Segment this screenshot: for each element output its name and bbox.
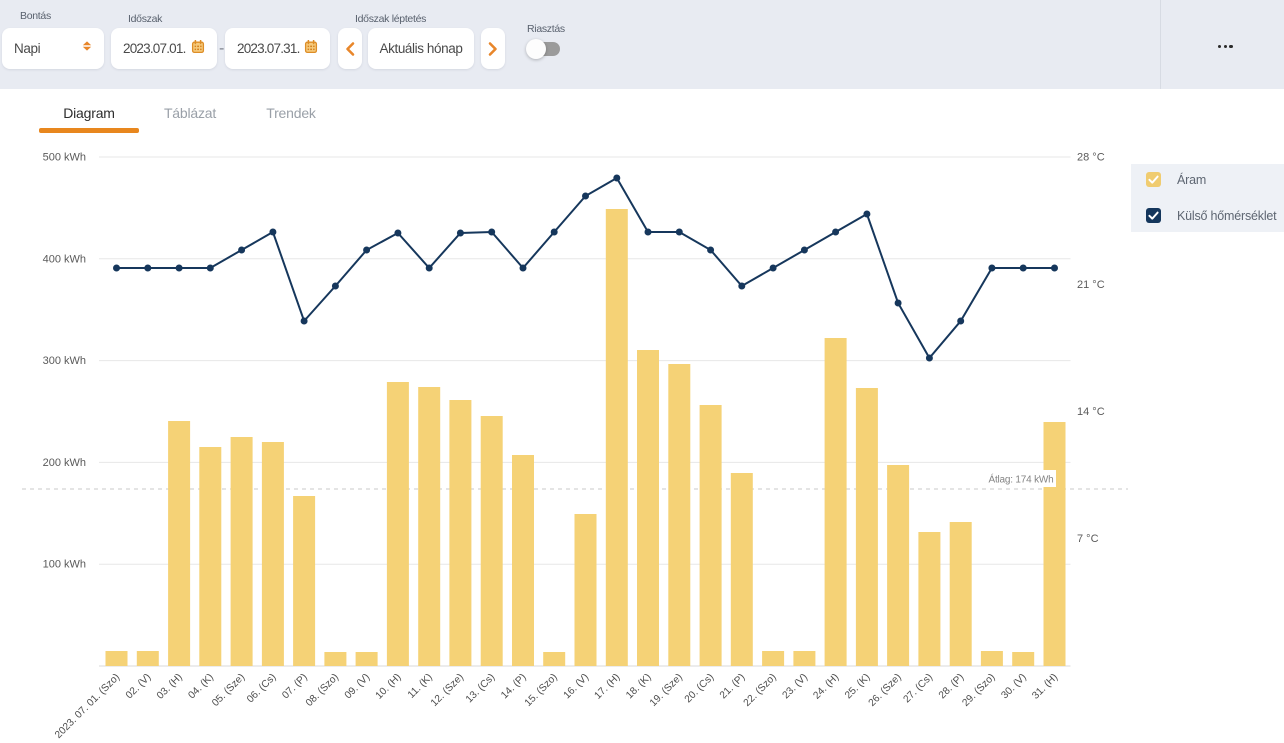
svg-text:27. (Cs): 27. (Cs) xyxy=(902,672,935,705)
svg-text:7 °C: 7 °C xyxy=(1077,533,1099,545)
svg-text:13. (Cs): 13. (Cs) xyxy=(464,672,497,705)
svg-text:31. (H): 31. (H) xyxy=(1030,672,1060,702)
svg-text:15. (Szo): 15. (Szo) xyxy=(523,672,560,709)
svg-text:07. (P): 07. (P) xyxy=(280,672,309,701)
svg-text:26. (Sze): 26. (Sze) xyxy=(867,672,904,709)
svg-text:06. (Cs): 06. (Cs) xyxy=(245,672,278,705)
svg-text:500 kWh: 500 kWh xyxy=(43,152,86,164)
svg-text:21. (P): 21. (P) xyxy=(718,672,747,701)
svg-text:18. (K): 18. (K) xyxy=(624,672,653,701)
svg-text:12. (Sze): 12. (Sze) xyxy=(429,672,466,709)
svg-text:14. (P): 14. (P) xyxy=(499,672,528,701)
svg-text:28 °C: 28 °C xyxy=(1077,152,1105,164)
svg-text:22. (Szo): 22. (Szo) xyxy=(742,672,779,709)
svg-text:14 °C: 14 °C xyxy=(1077,406,1105,418)
svg-text:05. (Sze): 05. (Sze) xyxy=(210,672,247,709)
svg-text:21 °C: 21 °C xyxy=(1077,279,1105,291)
svg-text:11. (K): 11. (K) xyxy=(406,672,435,701)
svg-text:10. (H): 10. (H) xyxy=(374,672,404,702)
svg-text:100 kWh: 100 kWh xyxy=(43,559,86,571)
svg-text:28. (P): 28. (P) xyxy=(937,672,966,701)
svg-text:Átlag: 174 kWh: Átlag: 174 kWh xyxy=(988,473,1053,486)
svg-text:19. (Sze): 19. (Sze) xyxy=(648,672,685,709)
svg-text:29. (Szo): 29. (Szo) xyxy=(961,672,998,709)
svg-text:200 kWh: 200 kWh xyxy=(43,457,86,469)
svg-text:16. (V): 16. (V) xyxy=(562,672,591,701)
svg-text:23. (V): 23. (V) xyxy=(781,672,810,701)
svg-text:04. (K): 04. (K) xyxy=(187,672,216,701)
svg-text:08. (Szo): 08. (Szo) xyxy=(304,672,341,709)
svg-text:02. (V): 02. (V) xyxy=(124,672,153,701)
svg-text:2023. 07. 01. (Szo): 2023. 07. 01. (Szo) xyxy=(53,672,122,741)
svg-text:24. (H): 24. (H) xyxy=(811,672,841,702)
svg-text:09. (V): 09. (V) xyxy=(343,672,372,701)
svg-text:20. (Cs): 20. (Cs) xyxy=(683,672,716,705)
svg-text:17. (H): 17. (H) xyxy=(593,672,623,702)
svg-text:30. (V): 30. (V) xyxy=(999,672,1028,701)
svg-text:03. (H): 03. (H) xyxy=(155,672,185,702)
svg-text:25. (K): 25. (K) xyxy=(843,672,872,701)
svg-text:300 kWh: 300 kWh xyxy=(43,355,86,367)
svg-text:400 kWh: 400 kWh xyxy=(43,253,86,265)
